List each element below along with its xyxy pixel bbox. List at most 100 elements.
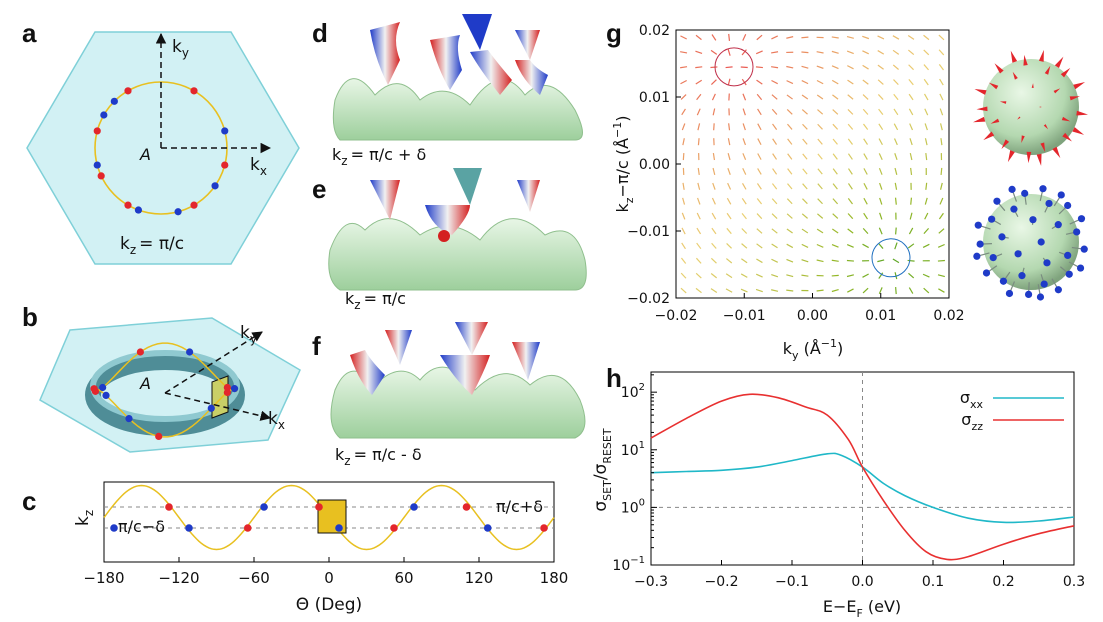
field-arrow xyxy=(696,212,701,220)
field-arrow xyxy=(939,78,944,86)
x-tick-label: 0.1 xyxy=(922,574,944,590)
field-arrow xyxy=(816,65,824,69)
field-arrow xyxy=(771,243,778,249)
field-arrow xyxy=(938,64,944,71)
field-arrow xyxy=(832,153,838,160)
spike xyxy=(1052,146,1061,159)
field-arrow xyxy=(832,138,838,145)
needle-head xyxy=(1018,272,1026,280)
field-arrow xyxy=(741,228,748,234)
field-arrow xyxy=(907,34,915,40)
field-arrow xyxy=(816,259,824,263)
field-arrow xyxy=(772,168,778,175)
field-arrow xyxy=(771,35,779,40)
ky-axis-arrow-b xyxy=(164,331,263,394)
field-arrow xyxy=(771,273,779,278)
spike xyxy=(1069,96,1080,101)
caption-e: kz = π/c xyxy=(345,289,406,312)
field-arrow xyxy=(863,153,868,160)
field-arrow xyxy=(878,138,883,146)
field-arrow xyxy=(697,167,700,175)
kx-axis-arrow-b xyxy=(164,392,272,421)
field-arrow xyxy=(847,168,853,175)
field-arrow xyxy=(710,257,717,264)
field-arrow xyxy=(696,197,701,205)
band-surface-e xyxy=(328,218,587,291)
field-arrow xyxy=(680,257,687,264)
field-arrow xyxy=(817,109,824,115)
x-tick-label: 180 xyxy=(540,569,569,587)
panel-b: b ky kx A xyxy=(22,302,301,453)
field-arrow xyxy=(894,272,898,280)
field-arrow xyxy=(802,123,808,130)
field-arrow xyxy=(802,198,808,205)
field-arrow xyxy=(755,273,763,278)
field-arrow xyxy=(680,51,688,54)
field-arrow xyxy=(772,123,778,130)
field-arrow xyxy=(832,168,838,175)
field-arrow xyxy=(847,228,854,234)
field-arrow xyxy=(895,227,897,235)
panel-a: a ky kx A kz = π/c xyxy=(22,18,300,265)
field-arrow xyxy=(696,227,702,235)
field-arrow xyxy=(923,227,930,235)
field-arrow xyxy=(712,167,716,175)
field-arrow xyxy=(878,272,884,279)
field-arrow xyxy=(922,273,930,278)
field-arrow xyxy=(786,65,794,69)
cone-d4 xyxy=(470,50,512,95)
cone-d2 xyxy=(430,35,462,90)
field-arrow xyxy=(908,108,914,116)
needle-head xyxy=(1040,280,1048,288)
field-arrow xyxy=(894,242,898,250)
field-arrow xyxy=(847,108,854,115)
field-arrow xyxy=(741,243,748,249)
weyl-point-blue xyxy=(410,503,418,511)
field-arrow xyxy=(710,66,718,69)
field-arrow xyxy=(862,50,869,55)
field-arrow xyxy=(892,49,900,55)
field-arrow xyxy=(801,243,809,248)
weyl-point-blue xyxy=(207,404,215,412)
field-arrow xyxy=(712,182,716,190)
spike xyxy=(983,131,995,141)
needle-head xyxy=(1029,216,1037,224)
plot-frame-g xyxy=(675,29,950,299)
field-arrow xyxy=(816,94,824,100)
field-arrow xyxy=(893,93,899,101)
field-arrow xyxy=(695,79,703,85)
field-arrow xyxy=(742,93,747,101)
field-arrow xyxy=(908,287,914,294)
x-tick-label: 120 xyxy=(465,569,494,587)
field-arrow xyxy=(908,272,915,279)
spike xyxy=(1054,56,1064,69)
field-arrow xyxy=(725,273,733,279)
needle-head xyxy=(989,254,997,262)
weyl-point-red xyxy=(124,201,132,209)
spike xyxy=(1017,116,1021,120)
spike xyxy=(1007,150,1015,163)
field-arrow xyxy=(742,34,747,41)
field-arrow xyxy=(894,197,897,205)
field-arrow xyxy=(696,93,702,101)
field-arrow xyxy=(892,64,899,70)
field-arrow xyxy=(877,35,885,40)
needle-head xyxy=(1064,251,1072,259)
spike xyxy=(1060,67,1071,78)
spike xyxy=(999,101,1007,104)
field-arrow xyxy=(893,123,899,131)
field-arrow xyxy=(937,243,945,248)
field-arrow xyxy=(771,258,778,263)
field-arrow xyxy=(832,213,839,219)
field-arrow xyxy=(755,288,763,293)
field-arrow xyxy=(725,66,733,69)
spike xyxy=(1026,151,1032,164)
field-arrow xyxy=(878,227,883,235)
field-arrow xyxy=(831,50,839,54)
field-arrow xyxy=(877,79,884,85)
field-arrow xyxy=(772,138,778,145)
x-tick-label: 0.2 xyxy=(992,574,1014,590)
x-tick-label: −0.01 xyxy=(723,308,766,324)
spike xyxy=(1023,54,1028,66)
field-arrow xyxy=(923,78,929,86)
